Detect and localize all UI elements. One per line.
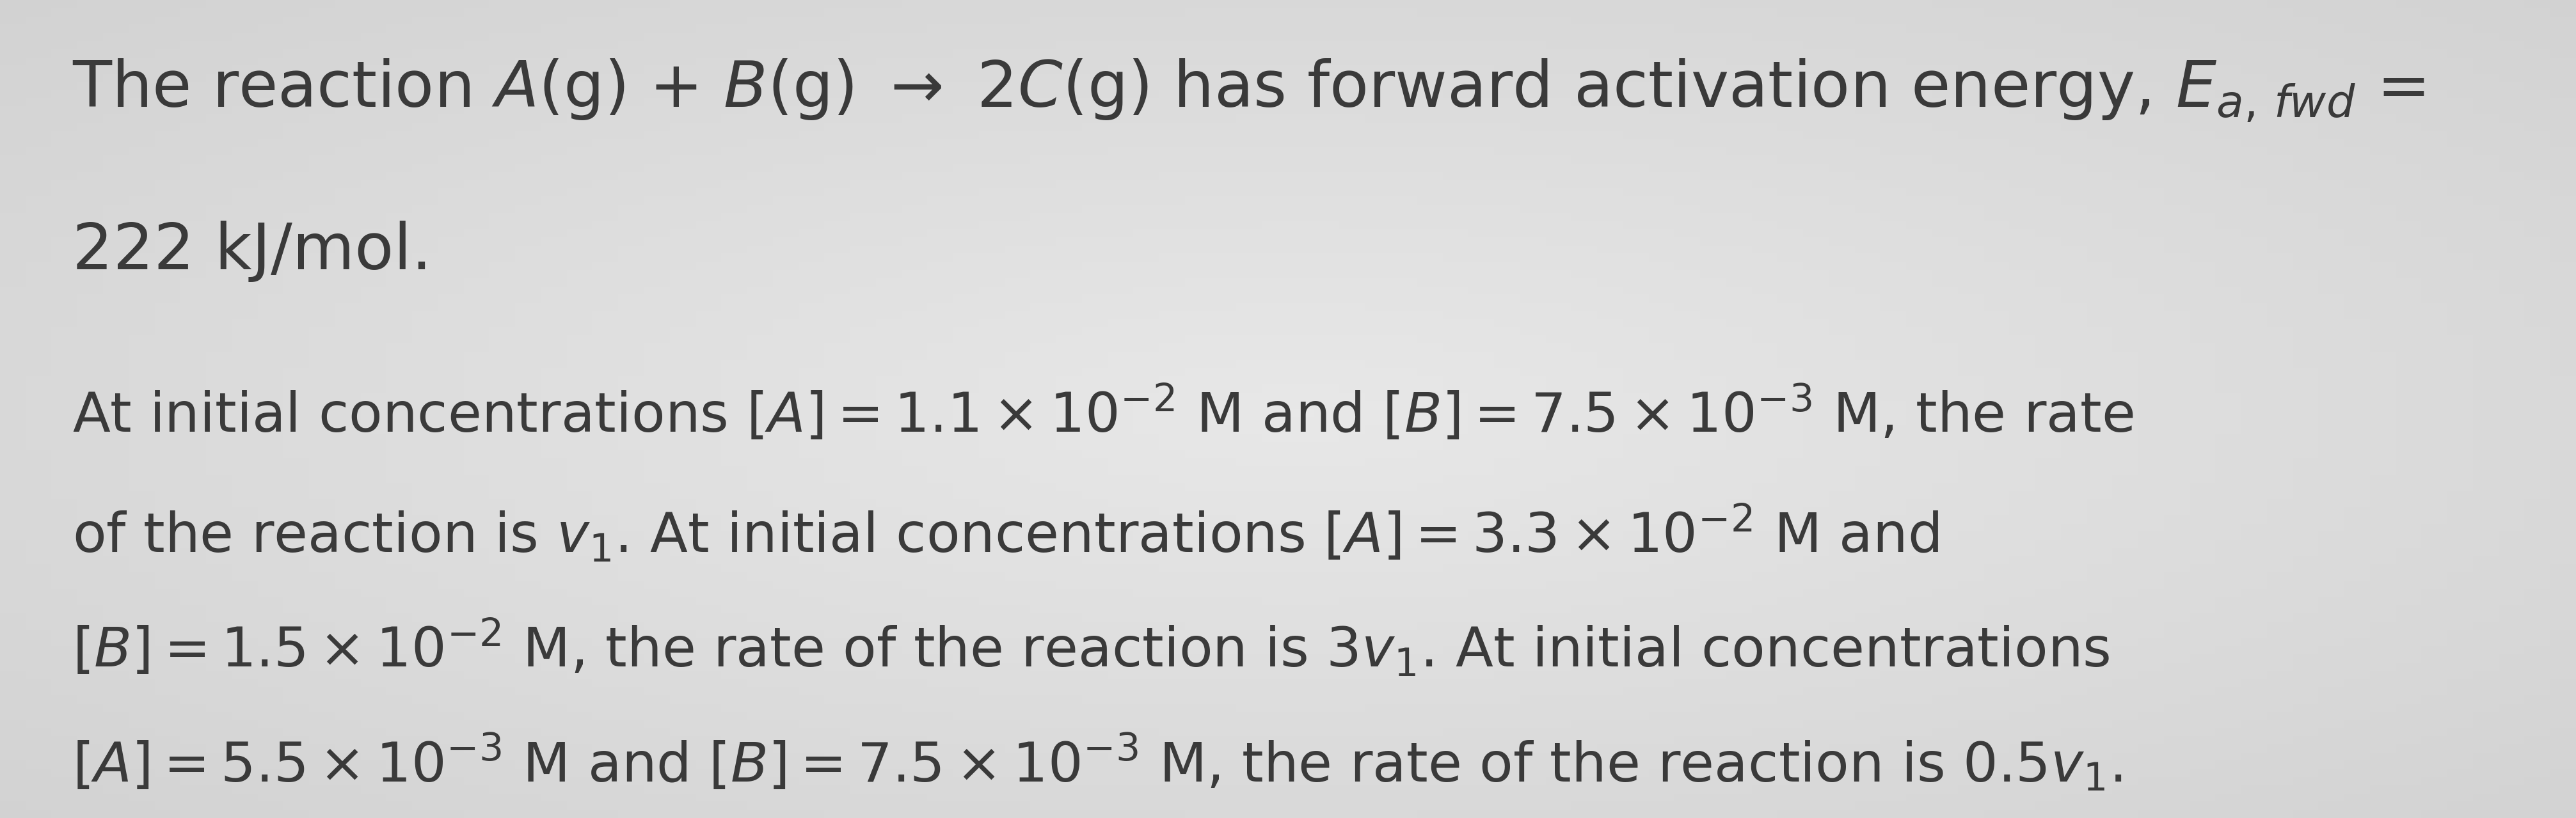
Text: 222 kJ/mol.: 222 kJ/mol. <box>72 221 433 283</box>
Text: The reaction $\mathit{A}$(g) + $\mathit{B}$(g) $\rightarrow$ 2$\mathit{C}$(g) ha: The reaction $\mathit{A}$(g) + $\mathit{… <box>72 57 2424 124</box>
Text: $[B] = 1.5 \times 10^{-2}$ M, the rate of the reaction is $3v_1$. At initial con: $[B] = 1.5 \times 10^{-2}$ M, the rate o… <box>72 618 2110 679</box>
Text: At initial concentrations $[A] = 1.1 \times 10^{-2}$ M and $[B] = 7.5 \times 10^: At initial concentrations $[A] = 1.1 \ti… <box>72 384 2133 445</box>
Text: $[A] = 5.5 \times 10^{-3}$ M and $[B] = 7.5 \times 10^{-3}$ M, the rate of the r: $[A] = 5.5 \times 10^{-3}$ M and $[B] = … <box>72 732 2123 793</box>
Text: of the reaction is $v_1$. At initial concentrations $[A] = 3.3 \times 10^{-2}$ M: of the reaction is $v_1$. At initial con… <box>72 503 1940 564</box>
